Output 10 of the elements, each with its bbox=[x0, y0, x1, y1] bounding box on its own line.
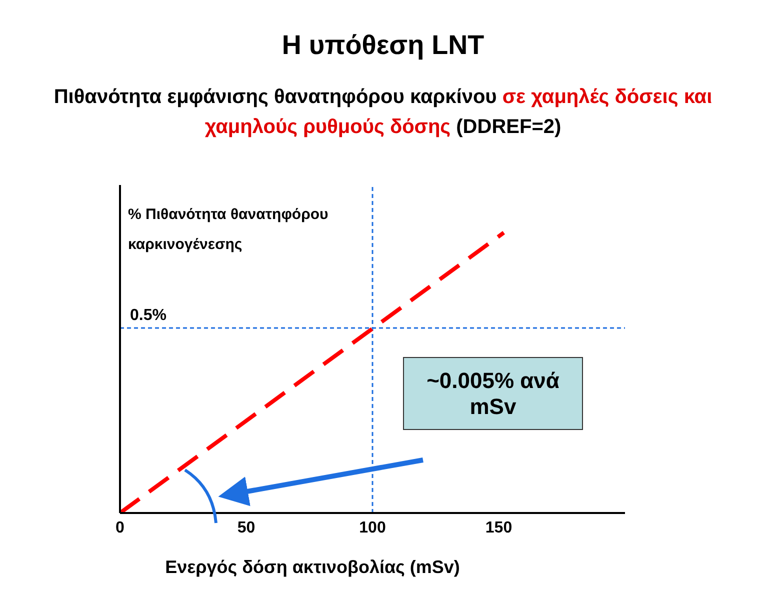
annotation: ~0.005% ανά mSv bbox=[403, 357, 583, 430]
x-tick-label: 50 bbox=[237, 519, 256, 536]
y-axis-title: % Πιθανότητα θανατηφόρου καρκινογένεσης bbox=[128, 205, 330, 255]
annotation: 0.5% bbox=[130, 306, 166, 324]
x-axis-title: Ενεργός δόση ακτινοβολίας (mSv) bbox=[165, 557, 460, 577]
x-tick-label: 150 bbox=[485, 519, 512, 536]
chart-title: Η υπόθεση LNT bbox=[280, 30, 486, 61]
x-tick-label: 100 bbox=[359, 519, 386, 536]
text: Πιθανότητα εμφάνισης θανατηφόρου καρκίνου σε χαμηλές δόσεις και χαμηλούς ρυθμούς δόσης (DDREF=2) bbox=[54, 86, 712, 138]
x-tick-label: 0 bbox=[116, 519, 125, 536]
